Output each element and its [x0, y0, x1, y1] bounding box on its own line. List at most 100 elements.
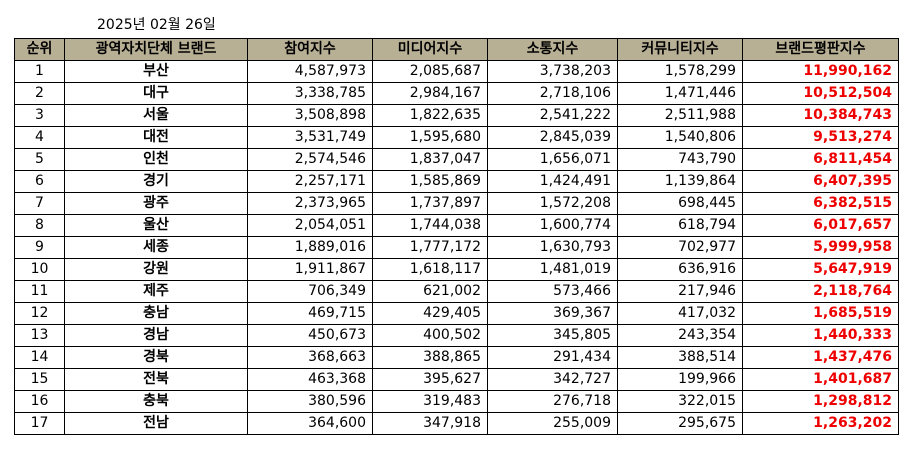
- cell-communication-index: 2,718,106: [487, 82, 618, 105]
- cell-media-index: 2,984,167: [372, 82, 488, 105]
- brand-reputation-table: 순위 광역자치단체 브랜드 참여지수 미디어지수 소통지수 커뮤니티지수 브랜드…: [14, 38, 899, 435]
- cell-brand-reputation-index: 6,811,454: [742, 148, 899, 171]
- header-region: 광역자치단체 브랜드: [64, 38, 248, 61]
- table-row: 10 강원 1,911,867 1,618,117 1,481,019 636,916 5,…: [14, 258, 899, 281]
- cell-communication-index: 3,738,203: [487, 60, 618, 83]
- cell-rank: 14: [14, 346, 65, 369]
- cell-participation-index: 2,257,171: [247, 170, 373, 193]
- cell-region: 부산: [64, 60, 248, 83]
- table-row: 15 전북 463,368 395,627 342,727 199,966 1,401,68…: [14, 368, 899, 391]
- cell-region: 세종: [64, 236, 248, 259]
- cell-rank: 11: [14, 280, 65, 303]
- cell-media-index: 395,627: [372, 368, 488, 391]
- cell-region: 경기: [64, 170, 248, 193]
- cell-region: 경북: [64, 346, 248, 369]
- cell-media-index: 1,737,897: [372, 192, 488, 215]
- cell-rank: 17: [14, 412, 65, 435]
- cell-brand-reputation-index: 9,513,274: [742, 126, 899, 149]
- table-row: 7 광주 2,373,965 1,737,897 1,572,208 698,445 6,3…: [14, 192, 899, 215]
- table-row: 6 경기 2,257,171 1,585,869 1,424,491 1,139,864 6…: [14, 170, 899, 193]
- cell-rank: 7: [14, 192, 65, 215]
- cell-brand-reputation-index: 1,263,202: [742, 412, 899, 435]
- cell-community-index: 1,139,864: [617, 170, 743, 193]
- cell-community-index: 217,946: [617, 280, 743, 303]
- cell-community-index: 1,578,299: [617, 60, 743, 83]
- cell-communication-index: 276,718: [487, 390, 618, 413]
- cell-communication-index: 1,600,774: [487, 214, 618, 237]
- cell-rank: 8: [14, 214, 65, 237]
- cell-participation-index: 4,587,973: [247, 60, 373, 83]
- cell-brand-reputation-index: 1,401,687: [742, 368, 899, 391]
- cell-region: 대전: [64, 126, 248, 149]
- cell-brand-reputation-index: 6,407,395: [742, 170, 899, 193]
- cell-media-index: 1,618,117: [372, 258, 488, 281]
- report-date: 2025년 02월 26일: [97, 17, 216, 33]
- cell-communication-index: 2,541,222: [487, 104, 618, 127]
- cell-community-index: 636,916: [617, 258, 743, 281]
- cell-participation-index: 1,889,016: [247, 236, 373, 259]
- cell-participation-index: 3,531,749: [247, 126, 373, 149]
- cell-region: 서울: [64, 104, 248, 127]
- table-row: 5 인천 2,574,546 1,837,047 1,656,071 743,790 6,8…: [14, 148, 899, 171]
- cell-rank: 13: [14, 324, 65, 347]
- cell-communication-index: 1,481,019: [487, 258, 618, 281]
- cell-brand-reputation-index: 10,384,743: [742, 104, 899, 127]
- table-row: 2 대구 3,338,785 2,984,167 2,718,106 1,471,446 1…: [14, 82, 899, 105]
- cell-brand-reputation-index: 10,512,504: [742, 82, 899, 105]
- cell-region: 전북: [64, 368, 248, 391]
- cell-region: 광주: [64, 192, 248, 215]
- cell-media-index: 1,777,172: [372, 236, 488, 259]
- cell-region: 강원: [64, 258, 248, 281]
- cell-media-index: 1,595,680: [372, 126, 488, 149]
- header-rank: 순위: [14, 38, 65, 61]
- cell-media-index: 621,002: [372, 280, 488, 303]
- cell-brand-reputation-index: 5,647,919: [742, 258, 899, 281]
- cell-rank: 4: [14, 126, 65, 149]
- cell-participation-index: 1,911,867: [247, 258, 373, 281]
- cell-region: 충북: [64, 390, 248, 413]
- cell-communication-index: 573,466: [487, 280, 618, 303]
- cell-rank: 3: [14, 104, 65, 127]
- header-participation-index: 참여지수: [247, 38, 373, 61]
- cell-participation-index: 380,596: [247, 390, 373, 413]
- cell-brand-reputation-index: 6,017,657: [742, 214, 899, 237]
- cell-communication-index: 291,434: [487, 346, 618, 369]
- table-row: 16 충북 380,596 319,483 276,718 322,015 1,298,81…: [14, 390, 899, 413]
- cell-communication-index: 1,656,071: [487, 148, 618, 171]
- cell-rank: 16: [14, 390, 65, 413]
- cell-community-index: 618,794: [617, 214, 743, 237]
- cell-participation-index: 3,508,898: [247, 104, 373, 127]
- cell-rank: 1: [14, 60, 65, 83]
- cell-brand-reputation-index: 1,298,812: [742, 390, 899, 413]
- cell-community-index: 2,511,988: [617, 104, 743, 127]
- cell-media-index: 2,085,687: [372, 60, 488, 83]
- cell-community-index: 743,790: [617, 148, 743, 171]
- cell-region: 충남: [64, 302, 248, 325]
- cell-communication-index: 2,845,039: [487, 126, 618, 149]
- header-row: 순위 광역자치단체 브랜드 참여지수 미디어지수 소통지수 커뮤니티지수 브랜드…: [14, 38, 899, 61]
- cell-participation-index: 706,349: [247, 280, 373, 303]
- table-row: 13 경남 450,673 400,502 345,805 243,354 1,440,33…: [14, 324, 899, 347]
- cell-brand-reputation-index: 5,999,958: [742, 236, 899, 259]
- cell-community-index: 698,445: [617, 192, 743, 215]
- cell-community-index: 702,977: [617, 236, 743, 259]
- cell-community-index: 295,675: [617, 412, 743, 435]
- header-community-index: 커뮤니티지수: [617, 38, 743, 61]
- cell-communication-index: 1,424,491: [487, 170, 618, 193]
- cell-media-index: 1,837,047: [372, 148, 488, 171]
- table-row: 3 서울 3,508,898 1,822,635 2,541,222 2,511,988 1…: [14, 104, 899, 127]
- cell-brand-reputation-index: 2,118,764: [742, 280, 899, 303]
- cell-rank: 9: [14, 236, 65, 259]
- cell-participation-index: 450,673: [247, 324, 373, 347]
- cell-community-index: 243,354: [617, 324, 743, 347]
- cell-rank: 5: [14, 148, 65, 171]
- cell-communication-index: 1,572,208: [487, 192, 618, 215]
- cell-media-index: 388,865: [372, 346, 488, 369]
- cell-region: 전남: [64, 412, 248, 435]
- cell-community-index: 199,966: [617, 368, 743, 391]
- cell-participation-index: 3,338,785: [247, 82, 373, 105]
- header-media-index: 미디어지수: [372, 38, 488, 61]
- cell-brand-reputation-index: 6,382,515: [742, 192, 899, 215]
- header-brand-reputation-index: 브랜드평판지수: [742, 38, 899, 61]
- cell-rank: 6: [14, 170, 65, 193]
